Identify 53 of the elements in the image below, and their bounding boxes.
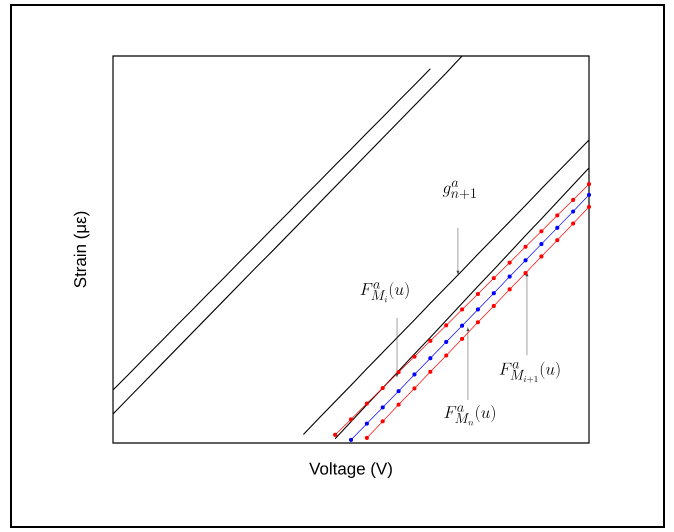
point <box>476 307 480 312</box>
point <box>380 386 385 390</box>
point <box>508 287 512 292</box>
point <box>492 304 496 308</box>
point <box>586 204 592 209</box>
point <box>428 338 432 343</box>
annotation: $g_{n+1}^{a}$ <box>442 180 476 199</box>
point <box>539 242 544 246</box>
y-axis-title: Strain (με) <box>74 212 90 288</box>
point <box>364 401 369 406</box>
point <box>492 291 496 296</box>
point <box>523 244 528 249</box>
point <box>492 276 496 280</box>
point <box>476 292 480 296</box>
point <box>460 324 464 328</box>
x-axis-title: Voltage (V) <box>309 462 392 478</box>
point <box>555 226 560 230</box>
point <box>364 436 369 440</box>
point <box>396 389 401 394</box>
point <box>523 258 528 262</box>
point <box>428 356 432 360</box>
point <box>396 402 401 407</box>
point <box>460 307 464 312</box>
point <box>555 213 560 218</box>
annotation: $F_{M_{i+1}}^{a}(u)$ <box>500 362 560 383</box>
point <box>428 370 432 374</box>
point <box>476 320 480 324</box>
point <box>508 260 512 265</box>
point <box>444 353 448 358</box>
point <box>412 354 417 359</box>
point <box>571 198 576 202</box>
point <box>333 432 338 437</box>
point <box>555 238 560 242</box>
annotation: $F_{M_{n}}^{a}(u)$ <box>444 405 495 426</box>
point <box>412 372 417 377</box>
point <box>508 274 512 279</box>
point <box>364 422 369 426</box>
point <box>539 229 544 234</box>
point <box>586 192 592 197</box>
point <box>444 340 448 344</box>
point <box>348 417 354 422</box>
point <box>571 222 576 226</box>
point <box>396 370 401 374</box>
point <box>412 386 417 390</box>
point <box>460 336 464 341</box>
point <box>586 182 592 186</box>
point <box>444 323 448 328</box>
point <box>571 210 576 214</box>
annotation: $F_{M_{i}}^{a}(u)$ <box>360 282 409 302</box>
point <box>380 419 385 424</box>
point <box>348 438 354 442</box>
point <box>380 405 385 410</box>
point <box>539 254 544 258</box>
